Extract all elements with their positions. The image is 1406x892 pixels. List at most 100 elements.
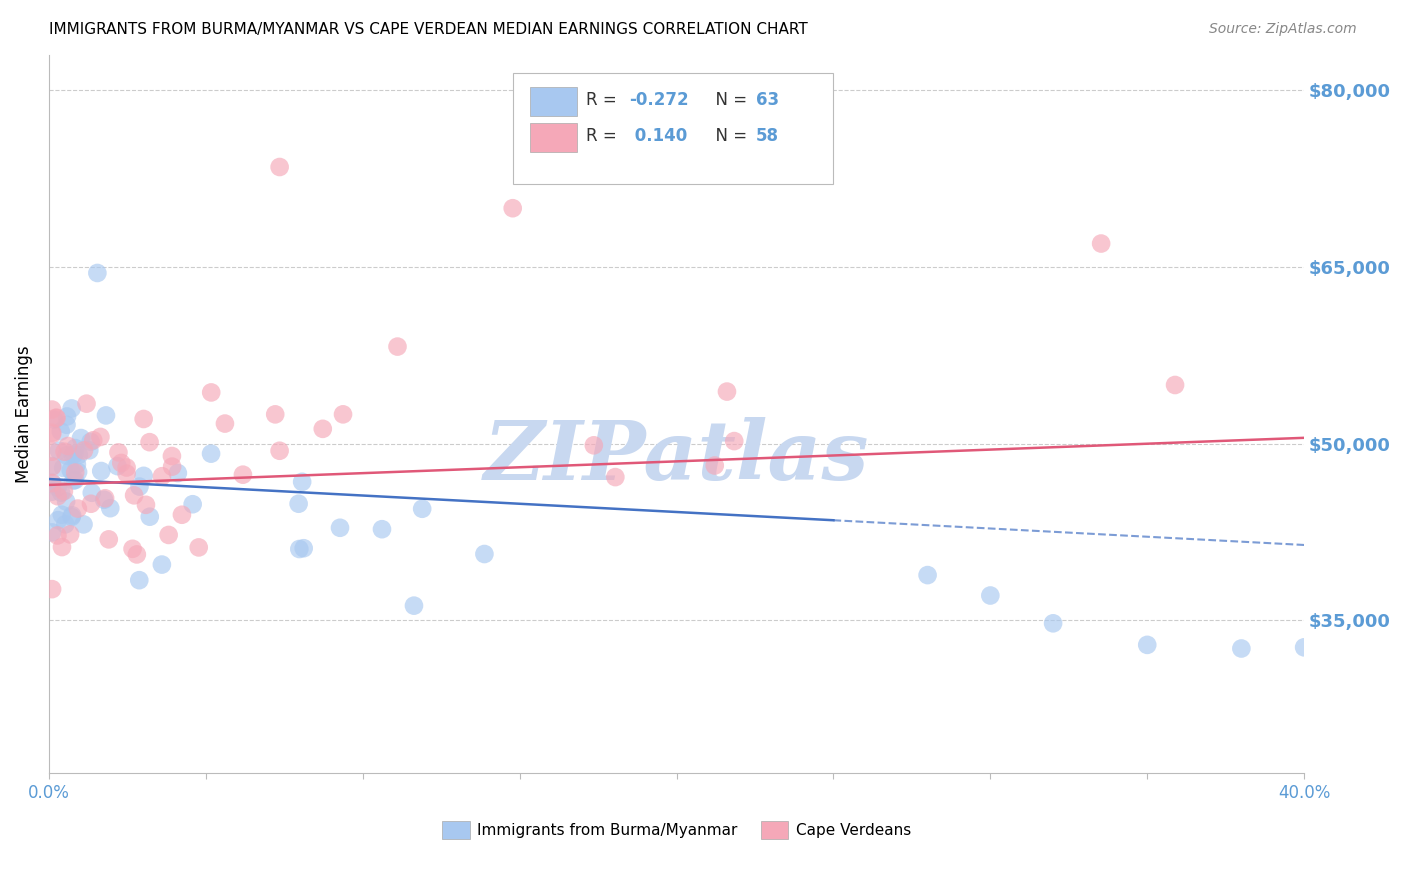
Point — [60, 510, 83, 524]
Point — [132, 468, 155, 483]
Point — [56, 439, 79, 453]
Point — [46, 528, 69, 542]
Point — [41, 427, 63, 442]
Point — [63, 473, 86, 487]
Point — [332, 408, 354, 422]
Point — [48, 443, 70, 458]
Point — [67, 465, 90, 479]
Point — [139, 509, 162, 524]
Point — [52, 484, 75, 499]
Point — [63, 441, 86, 455]
Text: ZIPatlas: ZIPatlas — [484, 417, 869, 498]
Point — [79, 443, 101, 458]
Point — [46, 513, 69, 527]
Point — [125, 548, 148, 562]
Point — [86, 266, 108, 280]
Point — [200, 385, 222, 400]
Point — [135, 498, 157, 512]
Point — [94, 409, 117, 423]
Point — [269, 443, 291, 458]
Point — [55, 494, 77, 508]
Text: 63: 63 — [755, 91, 779, 109]
Point — [56, 409, 79, 424]
Point — [76, 397, 98, 411]
Point — [60, 401, 83, 416]
Point — [49, 425, 72, 439]
Point — [80, 497, 103, 511]
Text: N =: N = — [706, 127, 752, 145]
Point — [45, 410, 67, 425]
Point — [166, 466, 188, 480]
Point — [716, 384, 738, 399]
Point — [312, 422, 335, 436]
Point — [264, 408, 287, 422]
Point — [411, 501, 433, 516]
Text: R =: R = — [586, 127, 623, 145]
Point — [1136, 638, 1159, 652]
Point — [46, 489, 69, 503]
Point — [917, 568, 939, 582]
FancyBboxPatch shape — [530, 123, 578, 153]
Point — [44, 413, 66, 427]
Point — [287, 497, 309, 511]
Point — [200, 447, 222, 461]
Point — [94, 491, 117, 506]
Point — [66, 501, 89, 516]
Point — [157, 528, 180, 542]
Point — [1164, 378, 1187, 392]
Point — [73, 443, 96, 458]
Point — [110, 456, 132, 470]
Point — [150, 558, 173, 572]
Point — [98, 501, 121, 516]
Point — [128, 573, 150, 587]
Text: Source: ZipAtlas.com: Source: ZipAtlas.com — [1209, 22, 1357, 37]
Point — [1042, 616, 1064, 631]
Point — [41, 444, 63, 458]
Point — [55, 449, 77, 463]
Point — [387, 340, 409, 354]
Point — [122, 488, 145, 502]
Point — [115, 467, 138, 481]
Point — [723, 434, 745, 448]
Point — [232, 467, 254, 482]
Point — [93, 492, 115, 507]
Point — [703, 458, 725, 473]
Point — [291, 475, 314, 489]
Point — [979, 589, 1001, 603]
Point — [41, 484, 63, 499]
Point — [107, 445, 129, 459]
Point — [371, 522, 394, 536]
Point — [605, 470, 627, 484]
Point — [82, 434, 104, 448]
Point — [41, 476, 63, 491]
Legend: Immigrants from Burma/Myanmar, Cape Verdeans: Immigrants from Burma/Myanmar, Cape Verd… — [436, 815, 917, 845]
Text: -0.272: -0.272 — [628, 91, 689, 109]
Point — [46, 481, 69, 495]
Point — [181, 497, 204, 511]
Point — [53, 444, 76, 458]
Point — [63, 447, 86, 461]
Point — [90, 464, 112, 478]
Point — [67, 448, 90, 462]
FancyBboxPatch shape — [530, 87, 578, 116]
Point — [329, 521, 352, 535]
Point — [62, 474, 84, 488]
Text: N =: N = — [706, 91, 752, 109]
Point — [269, 160, 291, 174]
Point — [132, 412, 155, 426]
Text: 58: 58 — [755, 127, 779, 145]
Point — [502, 201, 524, 215]
Point — [1230, 641, 1253, 656]
Point — [59, 527, 82, 541]
Point — [187, 541, 209, 555]
Text: R =: R = — [586, 91, 623, 109]
Point — [402, 599, 425, 613]
Point — [121, 541, 143, 556]
Point — [1294, 640, 1316, 655]
Point — [59, 463, 82, 477]
Point — [41, 458, 63, 473]
Point — [292, 541, 315, 556]
Point — [115, 460, 138, 475]
Point — [288, 541, 311, 556]
Point — [160, 459, 183, 474]
